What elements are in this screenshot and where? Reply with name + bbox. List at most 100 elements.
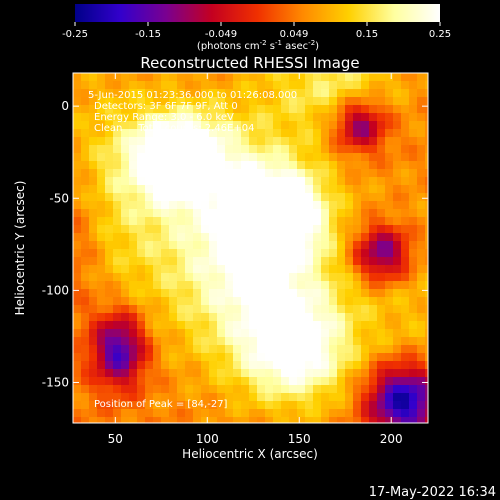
heatmap-cell bbox=[145, 193, 153, 201]
heatmap-cell bbox=[385, 345, 393, 353]
heatmap-cell bbox=[201, 369, 209, 377]
heatmap-cell bbox=[257, 385, 265, 393]
heatmap-cell bbox=[425, 89, 428, 97]
chart-title: Reconstructed RHESSI Image bbox=[140, 54, 359, 72]
heatmap-cell bbox=[153, 385, 161, 393]
heatmap-cell bbox=[321, 233, 329, 241]
heatmap-cell bbox=[185, 121, 193, 129]
heatmap-cell bbox=[89, 105, 97, 113]
heatmap-cell bbox=[233, 105, 241, 113]
heatmap-cell bbox=[129, 105, 137, 113]
heatmap-cell bbox=[225, 345, 233, 353]
heatmap-cell bbox=[361, 409, 369, 417]
heatmap-cell bbox=[337, 417, 345, 423]
heatmap-cell bbox=[305, 193, 313, 201]
heatmap-cell bbox=[345, 169, 353, 177]
heatmap-cell bbox=[193, 177, 201, 185]
heatmap-cell bbox=[401, 169, 409, 177]
heatmap-cell bbox=[217, 305, 225, 313]
heatmap-cell bbox=[377, 281, 385, 289]
heatmap-cell bbox=[185, 297, 193, 305]
heatmap-cell bbox=[249, 289, 257, 297]
heatmap-cell bbox=[137, 289, 145, 297]
heatmap-cell bbox=[121, 281, 129, 289]
heatmap-cell bbox=[129, 137, 137, 145]
heatmap-cell bbox=[193, 409, 201, 417]
heatmap-cell bbox=[193, 97, 201, 105]
heatmap-cell bbox=[393, 369, 401, 377]
heatmap-cell bbox=[145, 321, 153, 329]
heatmap-cell bbox=[121, 209, 129, 217]
heatmap-cell bbox=[353, 369, 361, 377]
heatmap-cell bbox=[97, 297, 105, 305]
heatmap-cell bbox=[105, 201, 113, 209]
heatmap-cell bbox=[73, 177, 81, 185]
heatmap-cell bbox=[385, 289, 393, 297]
heatmap-cell bbox=[337, 273, 345, 281]
heatmap-cell bbox=[369, 393, 377, 401]
heatmap-cell bbox=[417, 129, 425, 137]
heatmap-cell bbox=[177, 401, 185, 409]
heatmap-cell bbox=[393, 225, 401, 233]
heatmap-cell bbox=[385, 329, 393, 337]
heatmap-cell bbox=[121, 257, 129, 265]
heatmap-cell bbox=[217, 385, 225, 393]
heatmap-cell bbox=[209, 385, 217, 393]
heatmap-cell bbox=[185, 409, 193, 417]
heatmap-cell bbox=[329, 105, 337, 113]
heatmap-cell bbox=[313, 353, 321, 361]
heatmap-cell bbox=[409, 345, 417, 353]
heatmap-cell bbox=[297, 409, 305, 417]
heatmap-cell bbox=[217, 137, 225, 145]
heatmap-cell bbox=[89, 329, 97, 337]
heatmap-cell bbox=[385, 105, 393, 113]
heatmap-cell bbox=[353, 153, 361, 161]
heatmap-image bbox=[73, 73, 428, 423]
heatmap-cell bbox=[145, 153, 153, 161]
heatmap-cell bbox=[185, 89, 193, 97]
heatmap-cell bbox=[369, 337, 377, 345]
heatmap-cell bbox=[337, 169, 345, 177]
heatmap-cell bbox=[257, 129, 265, 137]
heatmap-cell bbox=[73, 105, 81, 113]
heatmap-cell bbox=[145, 145, 153, 153]
heatmap-cell bbox=[225, 217, 233, 225]
heatmap-cell bbox=[265, 81, 273, 89]
heatmap-cell bbox=[353, 169, 361, 177]
heatmap-cell bbox=[169, 225, 177, 233]
heatmap-cell bbox=[297, 385, 305, 393]
heatmap-cell bbox=[257, 73, 265, 81]
heatmap-cell bbox=[161, 145, 169, 153]
heatmap-cell bbox=[401, 265, 409, 273]
footer-date: 17-May-2022 16:34 bbox=[369, 485, 496, 500]
heatmap-cell bbox=[345, 145, 353, 153]
heatmap-cell bbox=[297, 329, 305, 337]
heatmap-cell bbox=[241, 209, 249, 217]
heatmap-cell bbox=[265, 209, 273, 217]
heatmap-cell bbox=[153, 177, 161, 185]
heatmap-cell bbox=[417, 121, 425, 129]
heatmap-cell bbox=[265, 321, 273, 329]
heatmap-cell bbox=[417, 137, 425, 145]
heatmap-cell bbox=[281, 345, 289, 353]
heatmap-cell bbox=[201, 105, 209, 113]
heatmap-cell bbox=[273, 265, 281, 273]
heatmap-cell bbox=[89, 113, 97, 121]
annotation-clean: Clean Total counts: 2.46E+04 bbox=[94, 123, 254, 134]
heatmap-cell bbox=[337, 225, 345, 233]
heatmap-cell bbox=[289, 145, 297, 153]
heatmap-cell bbox=[129, 89, 137, 97]
heatmap-cell bbox=[121, 81, 129, 89]
heatmap-cell bbox=[97, 73, 105, 81]
heatmap-cell bbox=[121, 345, 129, 353]
heatmap-cell bbox=[273, 345, 281, 353]
heatmap-cell bbox=[185, 201, 193, 209]
heatmap-cell bbox=[97, 417, 105, 423]
heatmap-cell bbox=[305, 121, 313, 129]
heatmap-cell bbox=[321, 153, 329, 161]
heatmap-cell bbox=[385, 185, 393, 193]
heatmap-cell bbox=[201, 329, 209, 337]
heatmap-cell bbox=[201, 137, 209, 145]
heatmap-cell bbox=[345, 345, 353, 353]
heatmap-cell bbox=[337, 305, 345, 313]
